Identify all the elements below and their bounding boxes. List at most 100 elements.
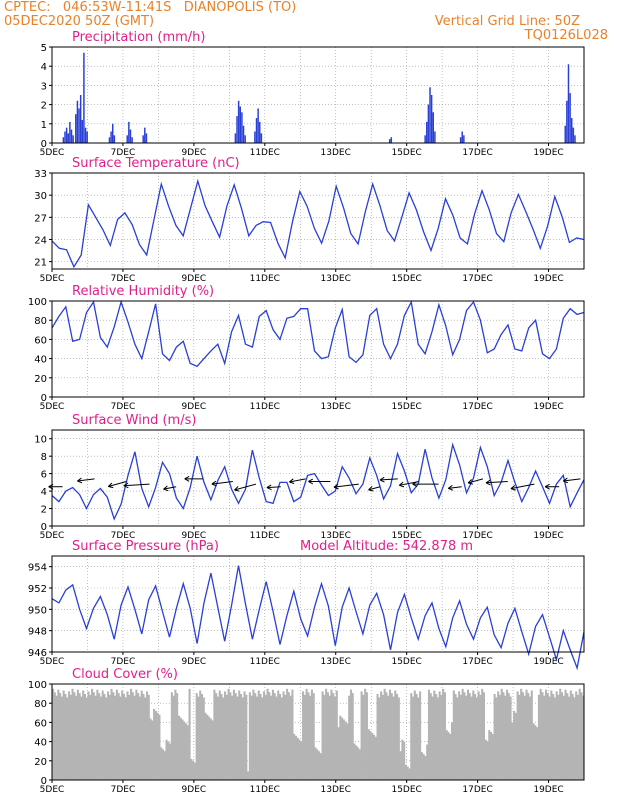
cloud-bar	[479, 694, 482, 780]
precip-bar	[108, 137, 111, 143]
x-tick-label: 9DEC	[182, 657, 207, 667]
cloud-bar	[498, 694, 501, 780]
precip-bar	[426, 121, 428, 143]
cloud-bar	[89, 694, 92, 780]
wind-arrowhead	[163, 485, 169, 492]
cloud-bar	[248, 692, 251, 780]
cloud-bar	[105, 697, 108, 780]
cloud-bar	[536, 727, 539, 780]
wind-arrow	[510, 483, 535, 490]
cloud-bar	[218, 690, 221, 780]
precip-bar	[432, 112, 435, 143]
cloud-bar	[257, 690, 260, 780]
cloud-bar	[153, 708, 156, 780]
cloud-bar	[224, 691, 227, 780]
precip-bar	[78, 108, 80, 143]
cloud-bar	[399, 751, 402, 780]
cloud-bar	[263, 691, 266, 780]
y-tick-label: 10	[34, 435, 47, 446]
cloud-bar	[252, 689, 255, 780]
cloud-bar	[385, 692, 388, 780]
cloud-bar	[493, 693, 496, 780]
precip-bar	[574, 135, 576, 143]
x-tick-label: 15DEC	[391, 531, 421, 541]
wind-arrow	[368, 486, 381, 491]
cloud-bar	[60, 696, 63, 780]
cloud-bar	[273, 693, 276, 780]
cloud-bar	[537, 694, 540, 780]
cloud-bar	[582, 695, 585, 780]
y-tick-label: 80	[34, 699, 47, 710]
y-tick-label: 0	[41, 393, 47, 404]
x-tick-label: 15DEC	[391, 148, 421, 158]
x-tick-label: 19DEC	[533, 531, 563, 541]
cloud-bar	[372, 734, 376, 780]
cloud-bar	[325, 688, 328, 780]
precip-bar	[126, 135, 128, 143]
cloud-bar	[190, 758, 193, 780]
precip-bar	[260, 133, 263, 143]
cloud-bar	[91, 688, 94, 780]
cloud-bar	[144, 697, 147, 780]
cloud-bar	[360, 691, 363, 780]
x-tick-label: 19DEC	[533, 785, 563, 795]
precip-bar	[569, 93, 571, 143]
cloud-bar	[351, 693, 354, 780]
cloud-bar	[442, 688, 445, 780]
cloud-bar	[87, 691, 90, 780]
cloud-bar	[294, 735, 298, 780]
cloud-bar	[543, 695, 546, 780]
precip-bar	[110, 131, 112, 143]
precip-bar	[461, 131, 463, 143]
cloud-bar	[482, 692, 485, 780]
cloud-bar	[296, 737, 299, 780]
x-tick-label: 13DEC	[321, 531, 351, 541]
cloud-bar	[422, 754, 425, 780]
precip-bar	[128, 121, 130, 143]
cloud-bar	[367, 729, 370, 780]
cloud-bar	[57, 689, 60, 780]
y-tick-label: 946	[28, 648, 47, 659]
cloud-bar	[121, 690, 124, 780]
cloud-bar	[99, 696, 102, 780]
wind-arrowhead	[368, 486, 374, 492]
x-tick-label: 11DEC	[250, 785, 280, 795]
cloud-bar	[557, 694, 560, 780]
cloud-bar	[211, 720, 214, 780]
cloud-bar	[103, 693, 106, 780]
cloud-bar	[137, 693, 140, 780]
wind-arrow	[163, 486, 177, 490]
cloud-bar	[337, 727, 340, 780]
series-line	[51, 565, 585, 671]
cloud-bar	[548, 696, 551, 780]
cloud-bar	[555, 691, 558, 780]
x-tick-label: 19DEC	[533, 274, 563, 284]
cloud-bar	[69, 694, 72, 780]
cloud-bar	[396, 693, 399, 780]
cloud-bar	[183, 721, 186, 780]
precip-bar	[239, 106, 242, 143]
cloud-bar	[131, 692, 134, 780]
cloud-bar	[529, 696, 532, 780]
cloud-bar	[381, 694, 384, 780]
cloud-bar	[229, 692, 232, 780]
panel-title: Surface Pressure (hPa)	[72, 539, 219, 554]
cloud-bar	[66, 697, 69, 780]
x-tick-label: 17DEC	[462, 148, 492, 158]
cloud-bar	[192, 760, 195, 780]
cloud-bar	[133, 695, 136, 780]
cloud-bar	[436, 697, 439, 780]
wind-arrow	[77, 478, 95, 482]
wind-arrow	[289, 478, 306, 483]
panel-frame	[51, 429, 585, 527]
cloud-bar	[523, 695, 526, 780]
cloud-bar	[140, 690, 143, 780]
cloud-bar	[443, 692, 446, 780]
cloud-bar	[305, 688, 308, 780]
y-tick-label: 40	[34, 738, 47, 749]
cloud-bar	[520, 688, 523, 780]
wind-arrowhead	[379, 476, 385, 483]
cloud-bar	[514, 712, 517, 780]
x-tick-label: 5DEC	[40, 657, 65, 667]
y-tick-label: 100	[28, 680, 47, 691]
